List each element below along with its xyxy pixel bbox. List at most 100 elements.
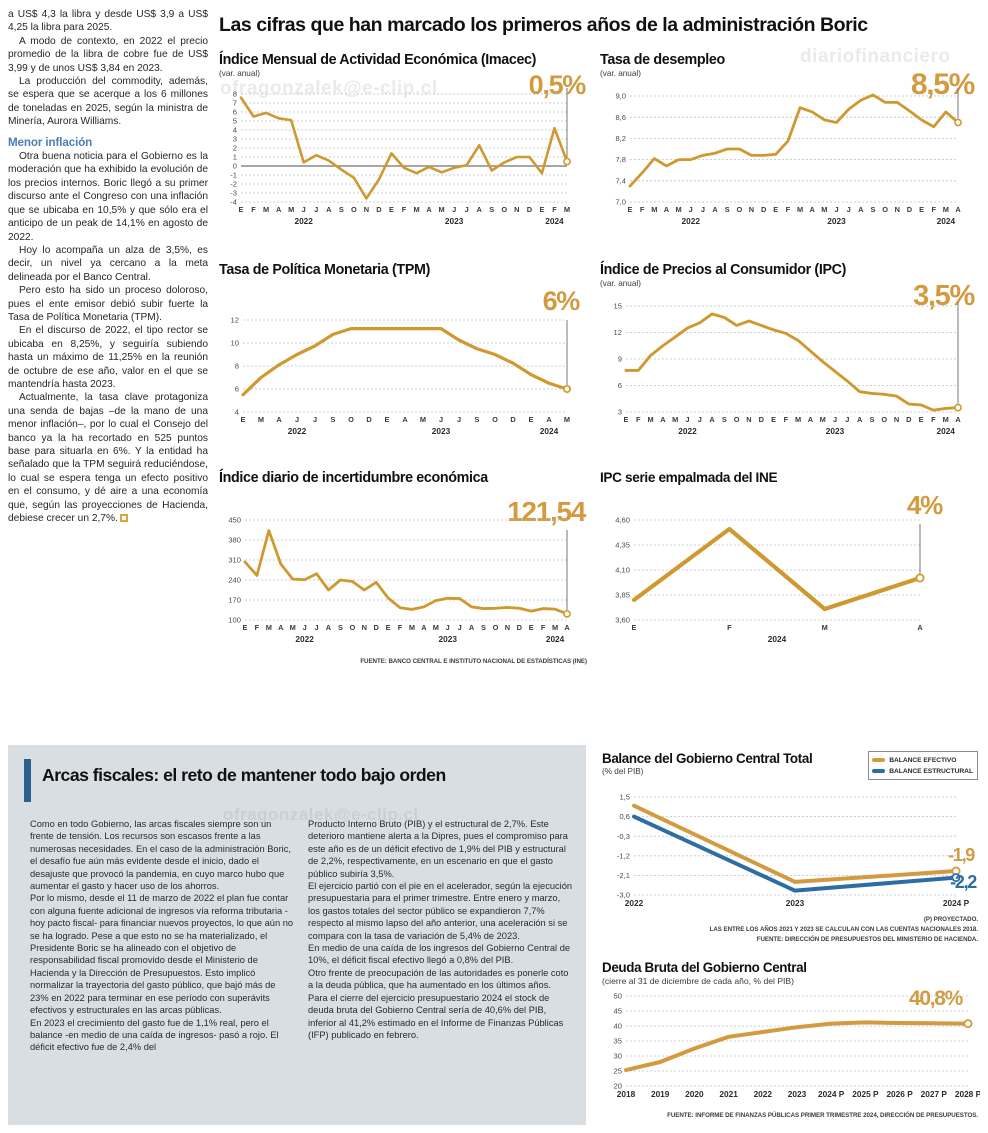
svg-text:15: 15 bbox=[614, 302, 622, 311]
svg-text:S: S bbox=[331, 415, 336, 424]
svg-text:12: 12 bbox=[614, 328, 622, 337]
svg-text:F: F bbox=[541, 623, 546, 632]
chart-note: LAS ENTRE LOS AÑOS 2021 Y 2023 SE CALCUL… bbox=[709, 926, 978, 933]
chart-title: Índice diario de incertidumbre económica bbox=[219, 470, 488, 486]
chart-callout-value: 6% bbox=[542, 286, 581, 316]
deuda-svg: 50 45 40 35 30 25 20 2018 2019 2020 2021 2022 2023 2… bbox=[614, 992, 980, 1099]
svg-text:3: 3 bbox=[233, 135, 237, 144]
svg-text:2028 P: 2028 P bbox=[955, 1089, 980, 1099]
svg-text:S: S bbox=[338, 623, 343, 632]
svg-text:50: 50 bbox=[614, 992, 622, 1001]
svg-text:E: E bbox=[389, 205, 394, 214]
fiscal-text-column-1: Como en todo Gobierno, las arcas fiscale… bbox=[30, 818, 295, 1054]
svg-text:450: 450 bbox=[228, 516, 241, 525]
svg-text:10: 10 bbox=[231, 339, 239, 348]
svg-text:M: M bbox=[413, 205, 419, 214]
svg-text:N: N bbox=[362, 623, 367, 632]
chart-callout-value: 121,54 bbox=[507, 496, 586, 527]
svg-text:E: E bbox=[529, 623, 534, 632]
svg-text:D: D bbox=[517, 623, 523, 632]
chart-subtitle: (var. anual) bbox=[600, 279, 641, 288]
svg-text:J: J bbox=[845, 415, 849, 424]
page-title: Las cifras que han marcado los primeros … bbox=[219, 14, 868, 36]
svg-text:2023: 2023 bbox=[827, 216, 846, 226]
svg-text:20: 20 bbox=[614, 1082, 622, 1091]
bottom-section: Arcas fiscales: el reto de mantener todo… bbox=[8, 745, 980, 1125]
accent-bar bbox=[24, 759, 31, 802]
svg-text:A: A bbox=[660, 415, 666, 424]
fiscal-text-column-2: Producto Interno Bruto (PIB) y el estruc… bbox=[308, 818, 573, 1041]
chart-title: Balance del Gobierno Central Total bbox=[602, 751, 813, 766]
article-paragraph: En el discurso de 2022, el tipo rector s… bbox=[8, 325, 208, 390]
svg-text:2022: 2022 bbox=[294, 216, 313, 226]
article-paragraph-text: Actualmente, la tasa clave protagoniza u… bbox=[8, 392, 208, 525]
svg-text:6: 6 bbox=[618, 381, 622, 390]
svg-text:5: 5 bbox=[233, 117, 237, 126]
svg-text:M: M bbox=[420, 415, 426, 424]
svg-text:E: E bbox=[386, 623, 391, 632]
svg-text:2018: 2018 bbox=[617, 1089, 636, 1099]
svg-text:E: E bbox=[529, 415, 534, 424]
svg-text:2: 2 bbox=[233, 144, 237, 153]
svg-text:2026 P: 2026 P bbox=[886, 1089, 913, 1099]
chart-subtitle: (var. anual) bbox=[219, 69, 260, 78]
svg-text:E: E bbox=[771, 415, 776, 424]
svg-text:380: 380 bbox=[228, 536, 241, 545]
svg-text:J: J bbox=[834, 205, 838, 214]
chart-title: IPC serie empalmada del INE bbox=[600, 470, 778, 485]
svg-text:M: M bbox=[433, 623, 439, 632]
svg-text:J: J bbox=[689, 205, 693, 214]
svg-text:J: J bbox=[458, 623, 462, 632]
svg-text:2021: 2021 bbox=[719, 1089, 738, 1099]
svg-text:-4: -4 bbox=[230, 198, 237, 207]
legend-label: BALANCE ESTRUCTURAL bbox=[889, 767, 973, 775]
svg-text:J: J bbox=[452, 205, 456, 214]
svg-text:E: E bbox=[624, 415, 629, 424]
svg-text:A: A bbox=[477, 205, 483, 214]
fiscal-paragraph: El ejercicio partió con el pie en el ace… bbox=[308, 881, 573, 941]
svg-text:N: N bbox=[746, 415, 751, 424]
svg-text:-1: -1 bbox=[230, 171, 237, 180]
svg-text:O: O bbox=[493, 623, 499, 632]
svg-text:O: O bbox=[492, 415, 498, 424]
svg-text:O: O bbox=[734, 415, 740, 424]
svg-text:F: F bbox=[398, 623, 403, 632]
svg-text:F: F bbox=[786, 205, 791, 214]
svg-text:M: M bbox=[822, 623, 828, 632]
svg-text:A: A bbox=[709, 415, 715, 424]
svg-text:9,0: 9,0 bbox=[615, 92, 626, 101]
svg-text:M: M bbox=[258, 415, 264, 424]
svg-text:D: D bbox=[374, 623, 380, 632]
chart-subtitle: (% del PIB) bbox=[602, 767, 644, 776]
chart-source-note: FUENTE: BANCO CENTRAL E INSTITUTO NACION… bbox=[360, 658, 587, 665]
chart-plot: 50 45 40 35 30 25 20 2018 2019 2020 2021 2022 2023 2… bbox=[602, 988, 980, 1108]
svg-text:2024: 2024 bbox=[768, 634, 787, 644]
article-paragraph: La producción del commodity, además, se … bbox=[8, 76, 208, 128]
svg-text:J: J bbox=[457, 415, 461, 424]
chart-plot: 1,5 0,6 -0,3 -1,2 -2,1 -3,0 2022 2023 2024 P bbox=[602, 789, 980, 919]
svg-text:A: A bbox=[955, 205, 961, 214]
svg-text:2022: 2022 bbox=[682, 216, 701, 226]
svg-text:M: M bbox=[651, 205, 657, 214]
chart-title: Índice Mensual de Actividad Económica (I… bbox=[219, 52, 537, 68]
article-paragraph: Otra buena noticia para el Gobierno es l… bbox=[8, 151, 208, 243]
svg-text:7,4: 7,4 bbox=[615, 176, 626, 185]
svg-text:2024: 2024 bbox=[937, 216, 956, 226]
svg-text:N: N bbox=[514, 205, 519, 214]
tpm-svg: 12 10 8 6 4 E M A J J S O D E A M J J S O D E A M 2022 2023 2024 bbox=[231, 316, 572, 436]
svg-text:2024: 2024 bbox=[540, 426, 559, 436]
article-paragraph: A modo de contexto, en 2022 el precio pr… bbox=[8, 35, 208, 74]
svg-text:-2: -2 bbox=[230, 180, 237, 189]
svg-text:2023: 2023 bbox=[439, 634, 458, 644]
svg-text:9: 9 bbox=[618, 355, 622, 364]
svg-text:F: F bbox=[552, 205, 557, 214]
svg-text:3,85: 3,85 bbox=[615, 591, 630, 600]
svg-text:S: S bbox=[489, 205, 494, 214]
svg-text:A: A bbox=[808, 415, 814, 424]
svg-text:D: D bbox=[759, 415, 765, 424]
svg-text:F: F bbox=[255, 623, 260, 632]
